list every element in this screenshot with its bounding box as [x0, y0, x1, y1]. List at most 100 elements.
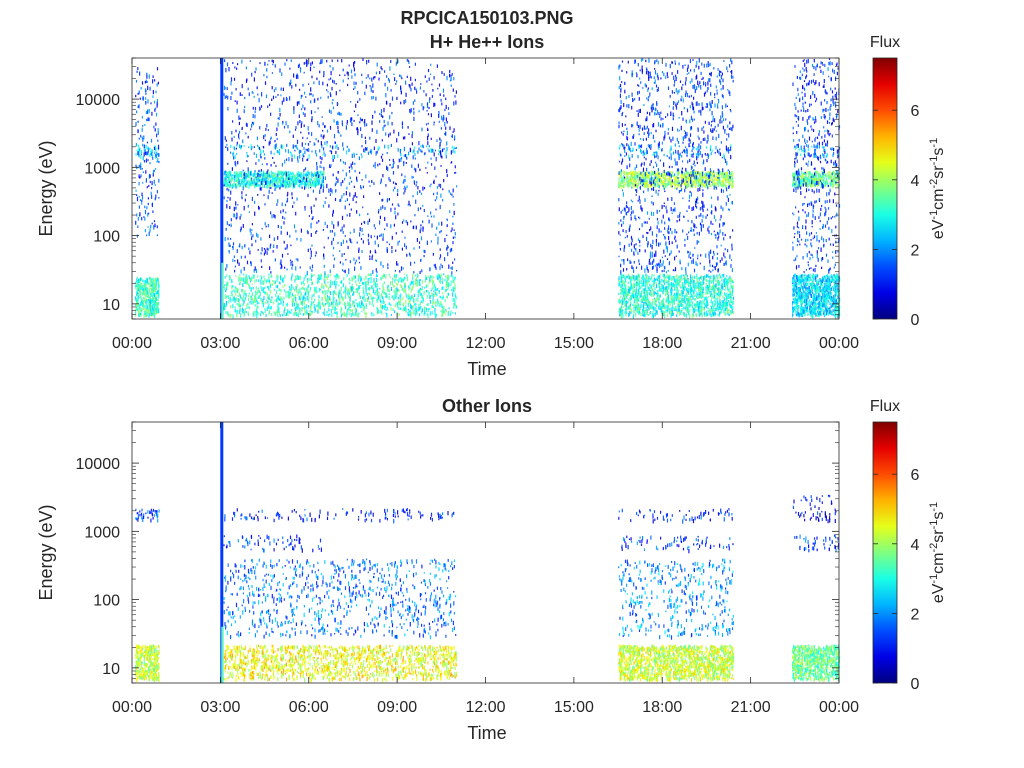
flux-cell [398, 131, 400, 137]
flux-cell [360, 266, 362, 270]
flux-cell [315, 251, 317, 255]
flux-cell [284, 266, 286, 269]
flux-cell [336, 121, 338, 126]
flux-cell [437, 288, 439, 290]
flux-cell [643, 291, 645, 294]
flux-cell [244, 244, 246, 248]
flux-cell [355, 310, 357, 313]
flux-cell [303, 171, 305, 174]
flux-cell [386, 247, 388, 252]
flux-cell [149, 299, 152, 304]
flux-cell [727, 312, 729, 315]
flux-cell [425, 123, 428, 126]
flux-cell [649, 292, 651, 296]
flux-cell [155, 147, 157, 152]
flux-cell [135, 143, 137, 147]
flux-cell [141, 199, 143, 203]
flux-cell [706, 289, 708, 294]
flux-cell [246, 180, 248, 185]
flux-cell [136, 306, 138, 309]
flux-cell [260, 299, 262, 302]
flux-cell [255, 173, 257, 176]
flux-cell [362, 282, 364, 285]
flux-cell [302, 296, 304, 301]
flux-cell [277, 170, 279, 175]
flux-cell [355, 201, 357, 204]
flux-cell [249, 177, 251, 182]
flux-cell [411, 134, 413, 139]
flux-cell [343, 270, 345, 273]
flux-cell [439, 150, 441, 153]
flux-cell [452, 241, 454, 245]
flux-cell [251, 91, 253, 94]
flux-cell [337, 178, 339, 183]
flux-cell [697, 293, 699, 296]
flux-cell [298, 174, 300, 177]
flux-cell [331, 240, 333, 246]
flux-cell [278, 170, 280, 174]
flux-cell [333, 301, 335, 304]
flux-cell [363, 282, 365, 286]
flux-cell [409, 84, 411, 89]
flux-cell [315, 231, 317, 234]
flux-cell [408, 83, 410, 87]
flux-cell [273, 177, 275, 180]
flux-cell [419, 287, 422, 290]
flux-cell [625, 289, 627, 292]
flux-cell [151, 304, 153, 307]
flux-cell [242, 277, 245, 282]
flux-cell [246, 160, 248, 163]
flux-cell [243, 109, 245, 114]
flux-cell [662, 305, 664, 310]
flux-cell [713, 290, 715, 293]
flux-cell [629, 275, 631, 280]
flux-cell [378, 208, 380, 211]
flux-cell [146, 234, 148, 237]
flux-cell [259, 187, 261, 191]
flux-cell [424, 279, 427, 283]
flux-cell [442, 292, 444, 295]
flux-cell [427, 303, 429, 306]
flux-cell [365, 289, 367, 294]
flux-cell [629, 310, 631, 314]
flux-cell [406, 294, 408, 299]
flux-cell [250, 179, 252, 185]
flux-cell [394, 207, 396, 210]
flux-cell [442, 198, 444, 202]
flux-cell [454, 293, 457, 297]
flux-cell [153, 313, 155, 317]
flux-cell [368, 277, 370, 280]
flux-cell [279, 177, 281, 180]
flux-cell [370, 312, 373, 315]
flux-cell [150, 304, 152, 308]
flux-cell [444, 257, 446, 262]
flux-cell [235, 288, 238, 293]
flux-cell [226, 199, 228, 202]
flux-cell [454, 312, 456, 315]
flux-cell [250, 172, 252, 175]
flux-cell [338, 284, 340, 287]
flux-cell [369, 77, 371, 80]
flux-cell [361, 118, 363, 122]
flux-cell [335, 91, 337, 96]
flux-cell [434, 166, 436, 170]
flux-cell [337, 129, 339, 133]
flux-cell [356, 210, 358, 214]
flux-cell [240, 297, 242, 299]
flux-cell [148, 184, 150, 187]
flux-cell [707, 303, 709, 306]
flux-cell [152, 210, 154, 213]
flux-cell [454, 299, 456, 304]
flux-cell [357, 287, 359, 292]
flux-cell [234, 298, 236, 303]
flux-cell [389, 163, 391, 166]
flux-cell [348, 203, 350, 206]
flux-cell [367, 299, 369, 302]
flux-cell [360, 237, 363, 240]
flux-cell [297, 292, 299, 296]
flux-cell [156, 101, 158, 106]
flux-cell [295, 306, 297, 311]
flux-cell [372, 287, 375, 292]
flux-cell [333, 119, 335, 123]
flux-cell [146, 305, 148, 310]
